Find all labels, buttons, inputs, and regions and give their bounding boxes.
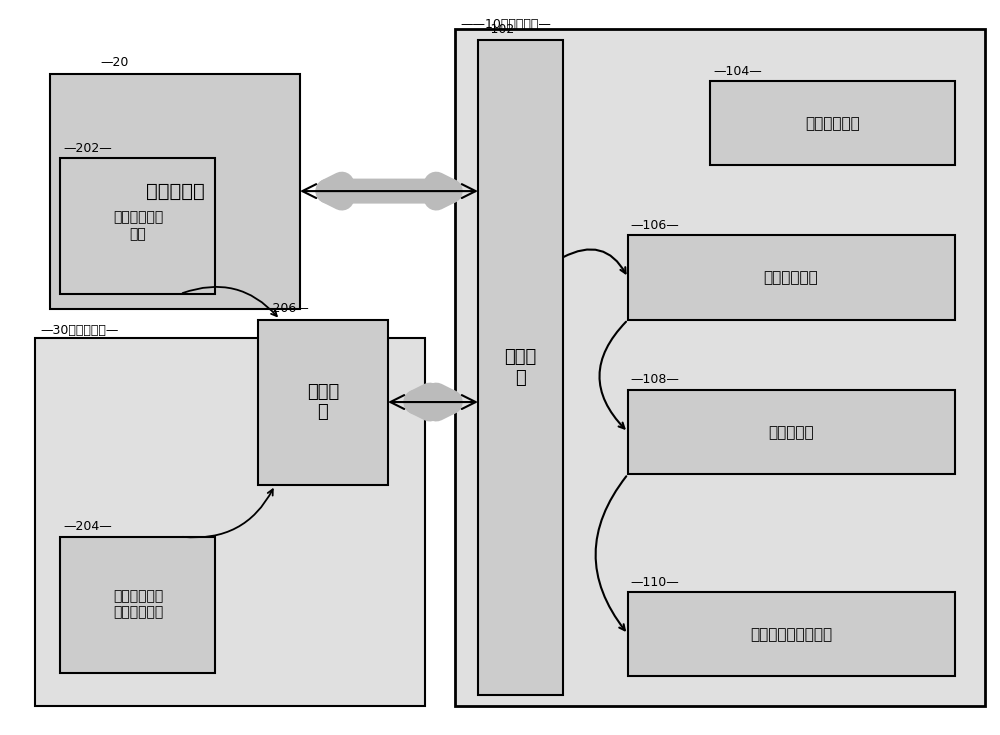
Text: —106—: —106— — [630, 219, 679, 232]
Text: 进程状态监视
模块: 进程状态监视 模块 — [113, 210, 163, 241]
Text: —30容错客户端—: —30容错客户端— — [40, 324, 118, 337]
Bar — [710, 81, 955, 165]
Text: ——10容错服务器—: ——10容错服务器— — [460, 18, 551, 32]
Bar — [478, 40, 563, 695]
Bar — [35, 338, 425, 706]
Bar — [628, 592, 955, 676]
Text: 策略数据库: 策略数据库 — [768, 425, 814, 440]
Text: —202—: —202— — [63, 142, 112, 155]
Text: 通信模
块: 通信模 块 — [307, 383, 339, 421]
Text: —110—: —110— — [630, 576, 679, 589]
Text: 进程依赖关系数据库: 进程依赖关系数据库 — [750, 627, 832, 642]
Text: —206—: —206— — [260, 302, 309, 315]
Text: —104—: —104— — [713, 65, 762, 78]
Text: —20: —20 — [100, 56, 128, 69]
Text: —108—: —108— — [630, 373, 679, 387]
Bar — [628, 235, 955, 320]
Text: —204—: —204— — [63, 520, 112, 533]
Text: 通信模
块: 通信模 块 — [504, 348, 536, 387]
Bar — [258, 320, 388, 485]
Text: 策略指定模块: 策略指定模块 — [806, 116, 860, 131]
Bar — [50, 74, 300, 309]
Bar — [60, 158, 215, 294]
Text: 进程状态异常
信息生成模块: 进程状态异常 信息生成模块 — [113, 589, 163, 620]
Text: —102—: —102— — [478, 23, 527, 36]
Text: 策略执行模块: 策略执行模块 — [764, 270, 818, 285]
Bar — [455, 29, 985, 706]
Bar — [60, 537, 215, 673]
Text: 容错客户端: 容错客户端 — [146, 182, 204, 201]
Bar — [628, 390, 955, 474]
